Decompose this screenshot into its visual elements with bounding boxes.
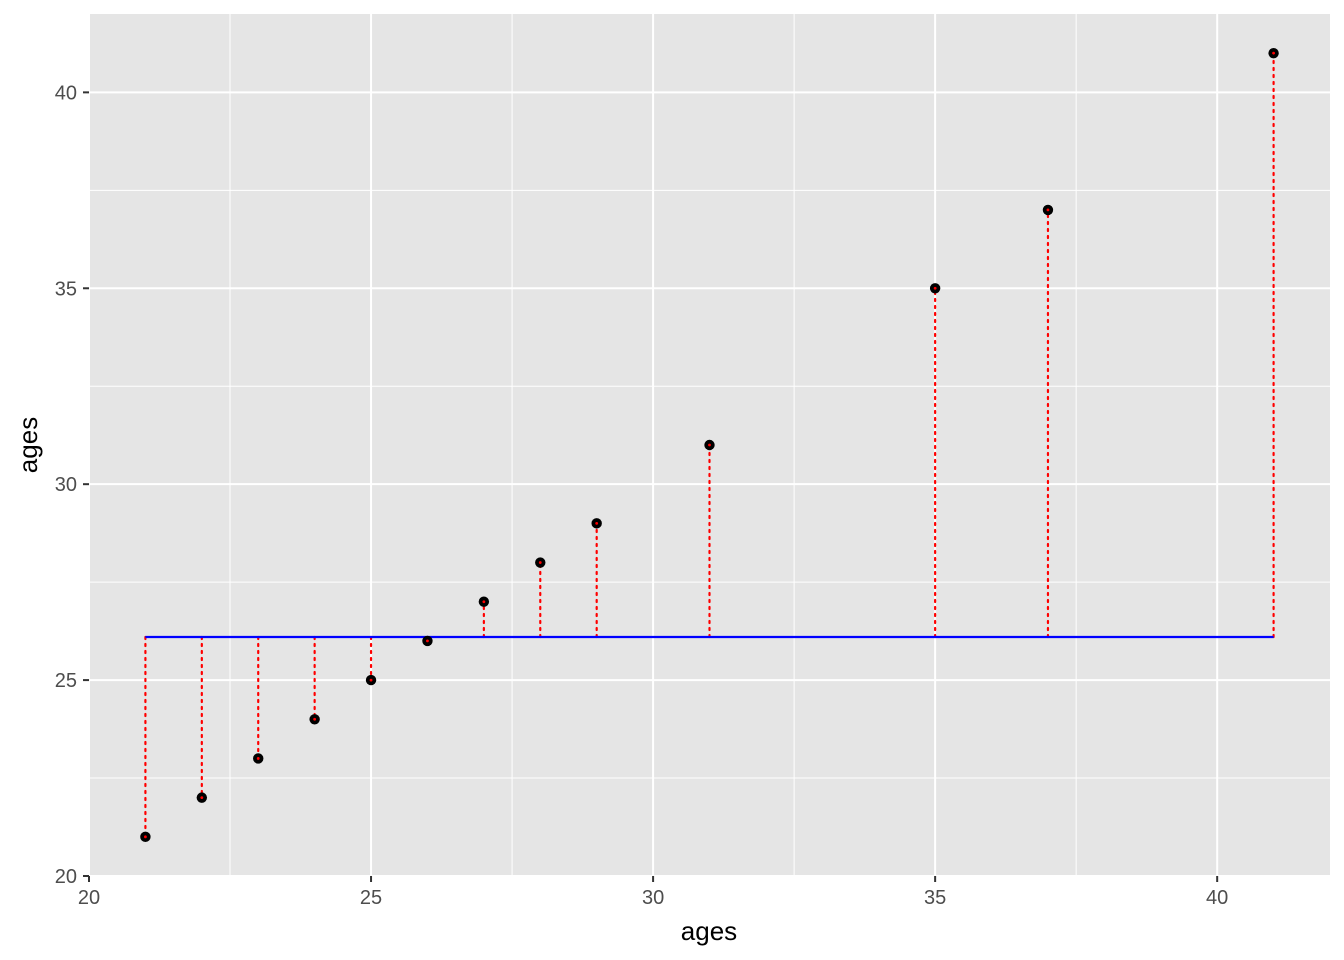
data-point-center [595,521,599,525]
x-axis: 20 25 30 35 40 [78,876,1228,909]
y-tick-label: 35 [55,278,77,300]
y-tick-label: 40 [55,82,77,104]
data-point-center [933,286,937,290]
data-points [140,47,1279,843]
data-point-center [313,717,317,721]
residual-segments [144,52,1275,838]
y-tick-label: 25 [55,670,77,692]
y-tick-label: 30 [55,474,77,496]
y-axis: 20 25 30 35 40 [55,82,89,888]
data-point-center [1046,208,1050,212]
y-axis-title: ages [13,417,43,473]
x-tick-label: 20 [78,887,100,909]
x-tick-label: 40 [1206,887,1228,909]
data-point-center [256,757,260,760]
minor-gridlines [89,14,1330,876]
major-gridlines [88,14,1330,877]
data-point-center [200,796,204,800]
data-point-center [1272,51,1275,55]
data-point-center [538,561,542,564]
y-tick-label: 20 [55,866,77,888]
x-axis-title: ages [681,916,737,946]
data-point-center [369,678,373,682]
x-tick-label: 25 [360,887,382,909]
data-point-center [482,600,486,604]
data-point-center [708,443,711,447]
x-tick-label: 30 [642,887,664,909]
data-point-center [144,835,147,839]
x-tick-label: 35 [924,887,946,909]
data-point-center [426,639,429,643]
